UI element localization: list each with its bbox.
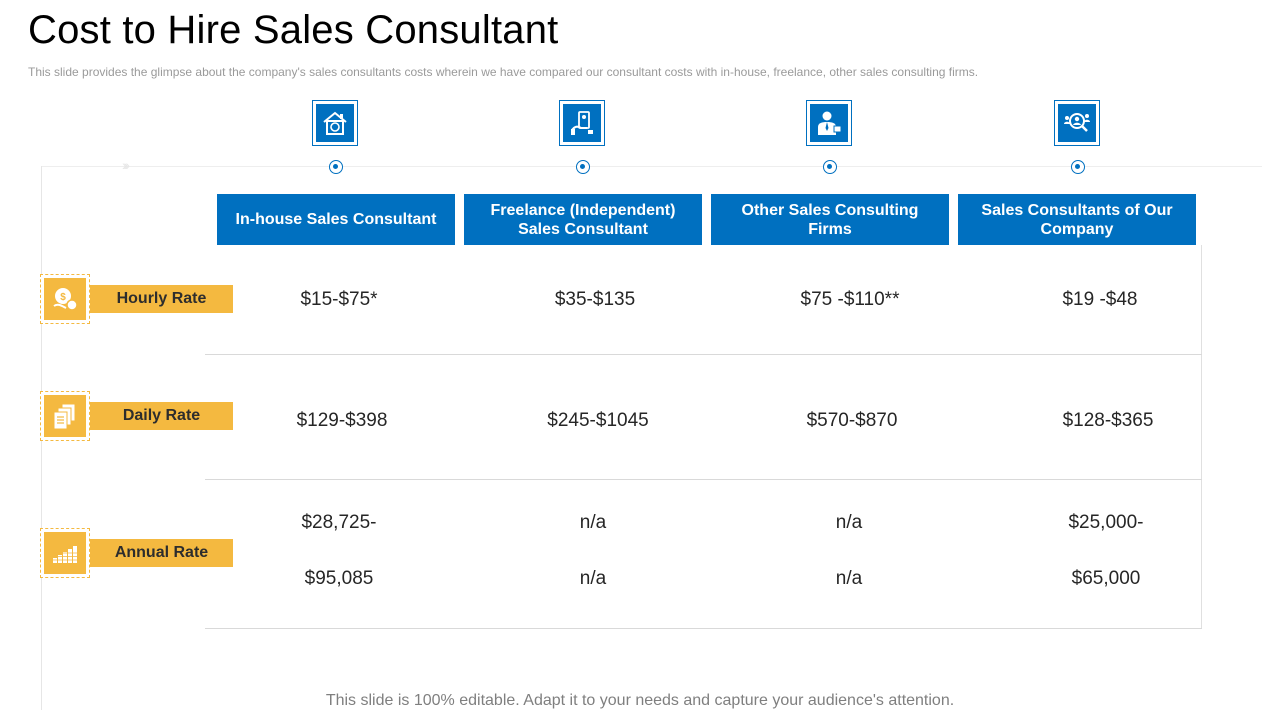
page-subtitle: This slide provides the glimpse about th…	[28, 65, 979, 79]
column-marker-dot	[1071, 160, 1085, 174]
page-title: Cost to Hire Sales Consultant	[28, 8, 559, 52]
column-header-label: In-house Sales Consultant	[235, 211, 437, 228]
column-header-label: Sales Consultants of Our Company	[981, 201, 1173, 238]
cell-hourly-other-firms: $75 -$110**	[800, 289, 900, 310]
row-divider	[205, 479, 1202, 480]
businessman-icon	[806, 100, 852, 146]
cell-daily-freelance: $245-$1045	[547, 410, 649, 431]
cell-annual-other-firms-line2: n/a	[835, 568, 863, 589]
cell-annual-inhouse-line1: $28,725-	[301, 512, 377, 533]
cell-annual-other-firms-line1: n/a	[835, 512, 863, 533]
footer-note: This slide is 100% editable. Adapt it to…	[325, 692, 955, 709]
freelancer-icon	[559, 100, 605, 146]
column-header-label: Freelance (Independent) Sales Consultant	[490, 201, 676, 238]
cell-annual-our-company-line2: $65,000	[1071, 568, 1141, 589]
cell-annual-freelance-line2: n/a	[579, 568, 607, 589]
documents-icon	[40, 391, 90, 441]
cell-hourly-freelance: $35-$135	[554, 289, 636, 310]
frame-top-line	[42, 166, 1262, 167]
row-label-hourly: Hourly Rate	[90, 285, 233, 313]
column-header-other-firms: Other Sales Consulting Firms	[711, 194, 949, 245]
svg-text:$: $	[60, 292, 66, 303]
row-divider	[205, 354, 1202, 355]
row-label-annual: Annual Rate	[90, 539, 233, 567]
coins-hand-icon: $	[40, 274, 90, 324]
coin-stacks-icon	[40, 528, 90, 578]
column-marker-dot	[823, 160, 837, 174]
team-search-icon	[1054, 100, 1100, 146]
frame-right-line	[1201, 245, 1202, 629]
cell-daily-our-company: $128-$365	[1062, 410, 1154, 431]
column-marker-dot	[329, 160, 343, 174]
row-label-daily: Daily Rate	[90, 402, 233, 430]
column-marker-dot	[576, 160, 590, 174]
column-header-label: Other Sales Consulting Firms	[741, 201, 919, 238]
house-icon	[312, 100, 358, 146]
cell-hourly-inhouse: $15-$75*	[300, 289, 378, 310]
cell-hourly-our-company: $19 -$48	[1062, 289, 1138, 310]
cell-daily-other-firms: $570-$870	[806, 410, 898, 431]
cell-daily-inhouse: $129-$398	[296, 410, 388, 431]
cell-annual-freelance-line1: n/a	[579, 512, 607, 533]
column-header-inhouse: In-house Sales Consultant	[217, 194, 455, 245]
column-header-freelance: Freelance (Independent) Sales Consultant	[464, 194, 702, 245]
cell-annual-our-company-line1: $25,000-	[1068, 512, 1144, 533]
row-divider	[205, 628, 1202, 629]
column-header-our-company: Sales Consultants of Our Company	[958, 194, 1196, 245]
chevron-decoration-icon: ›››	[122, 157, 130, 173]
cell-annual-inhouse-line2: $95,085	[304, 568, 374, 589]
